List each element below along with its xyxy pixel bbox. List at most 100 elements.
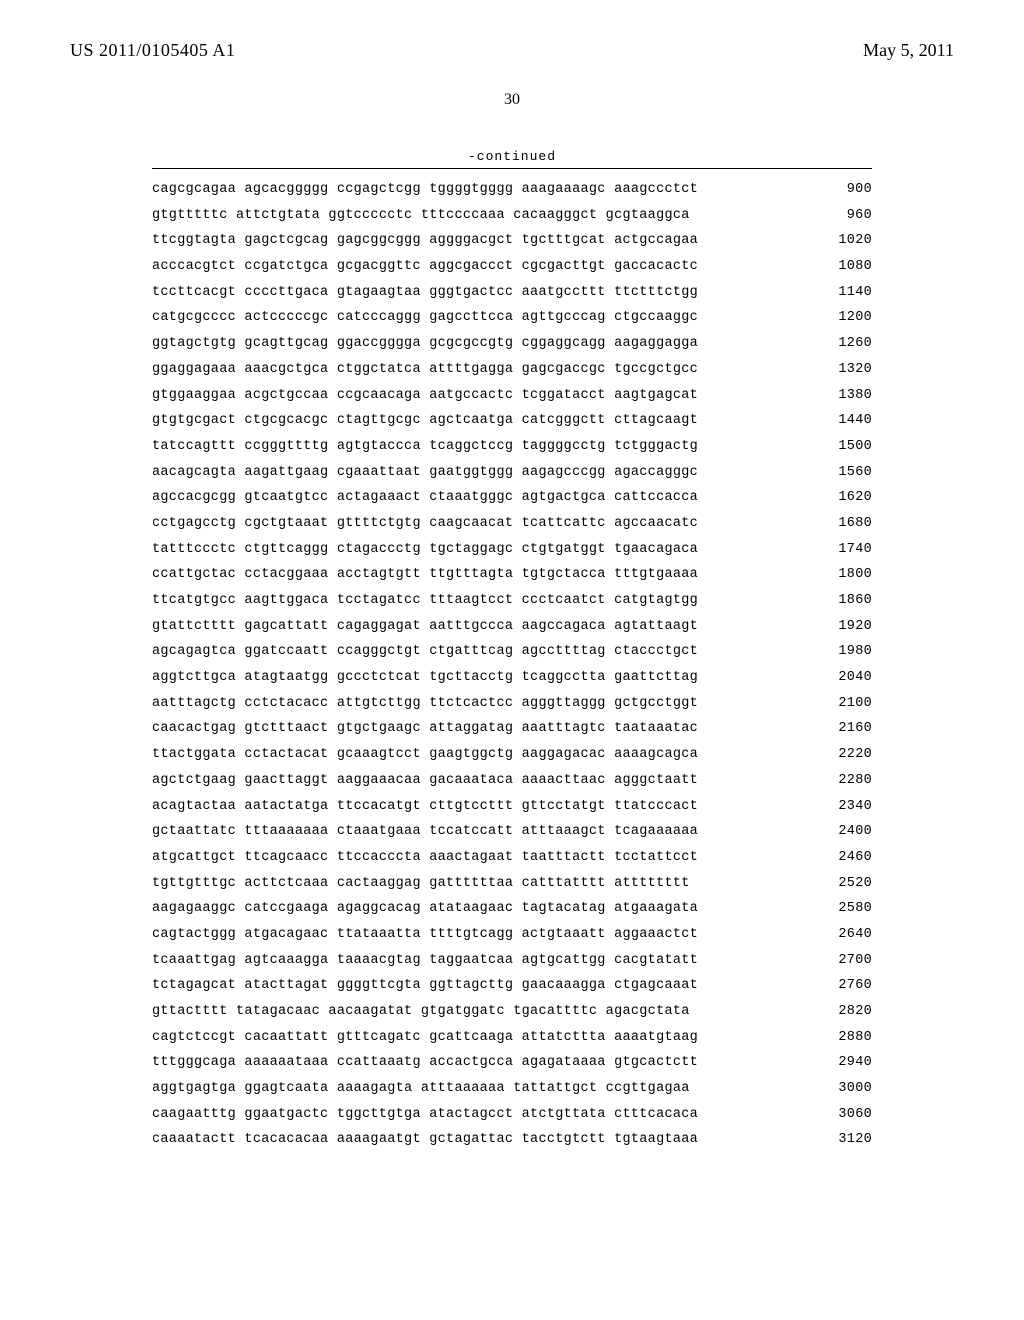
sequence-row: tttgggcaga aaaaaataaa ccattaaatg accactg… — [152, 1056, 872, 1070]
sequence-text: gtggaaggaa acgctgccaa ccgcaacaga aatgcca… — [152, 389, 698, 403]
sequence-position: 2040 — [802, 671, 872, 685]
sequence-text: tccttcacgt ccccttgaca gtagaagtaa gggtgac… — [152, 286, 698, 300]
sequence-text: ggtagctgtg gcagttgcag ggaccgggga gcgcgcc… — [152, 337, 698, 351]
sequence-row: ttcatgtgcc aagttggaca tcctagatcc tttaagt… — [152, 594, 872, 608]
sequence-text: aggtcttgca atagtaatgg gccctctcat tgcttac… — [152, 671, 698, 685]
sequence-position: 3120 — [802, 1133, 872, 1147]
sequence-text: aatttagctg cctctacacc attgtcttgg ttctcac… — [152, 697, 698, 711]
sequence-position: 2280 — [802, 774, 872, 788]
sequence-row: ggtagctgtg gcagttgcag ggaccgggga gcgcgcc… — [152, 337, 872, 351]
sequence-text: tatttccctc ctgttcaggg ctagaccctg tgctagg… — [152, 543, 698, 557]
sequence-row: catgcgcccc actcccccgc catcccaggg gagcctt… — [152, 311, 872, 325]
sequence-row: cagcgcagaa agcacggggg ccgagctcgg tggggtg… — [152, 183, 872, 197]
sequence-text: aacagcagta aagattgaag cgaaattaat gaatggt… — [152, 466, 698, 480]
sequence-listing: cagcgcagaa agcacggggg ccgagctcgg tggggtg… — [152, 168, 872, 1147]
sequence-position: 2520 — [802, 877, 872, 891]
sequence-text: tctagagcat atacttagat ggggttcgta ggttagc… — [152, 979, 698, 993]
sequence-position: 1200 — [802, 311, 872, 325]
sequence-position: 1740 — [802, 543, 872, 557]
sequence-text: catgcgcccc actcccccgc catcccaggg gagcctt… — [152, 311, 698, 325]
sequence-position: 1380 — [802, 389, 872, 403]
sequence-position: 1680 — [802, 517, 872, 531]
sequence-row: tctagagcat atacttagat ggggttcgta ggttagc… — [152, 979, 872, 993]
sequence-row: ttcggtagta gagctcgcag gagcggcggg aggggac… — [152, 234, 872, 248]
sequence-row: tcaaattgag agtcaaagga taaaacgtag taggaat… — [152, 954, 872, 968]
sequence-row: gtgtttttc attctgtata ggtccccctc tttcccca… — [152, 209, 872, 223]
page-header: US 2011/0105405 A1 May 5, 2011 — [70, 40, 954, 61]
sequence-text: aagagaaggc catccgaaga agaggcacag atataag… — [152, 902, 698, 916]
sequence-text: cagcgcagaa agcacggggg ccgagctcgg tggggtg… — [152, 183, 698, 197]
sequence-position: 3000 — [802, 1082, 872, 1096]
sequence-text: tttgggcaga aaaaaataaa ccattaaatg accactg… — [152, 1056, 698, 1070]
sequence-row: atgcattgct ttcagcaacc ttccacccta aaactag… — [152, 851, 872, 865]
sequence-text: ggaggagaaa aaacgctgca ctggctatca attttga… — [152, 363, 698, 377]
sequence-position: 1320 — [802, 363, 872, 377]
sequence-position: 2640 — [802, 928, 872, 942]
sequence-position: 1020 — [802, 234, 872, 248]
sequence-text: tcaaattgag agtcaaagga taaaacgtag taggaat… — [152, 954, 698, 968]
sequence-row: cagtctccgt cacaattatt gtttcagatc gcattca… — [152, 1031, 872, 1045]
sequence-position: 2820 — [802, 1005, 872, 1019]
sequence-position: 1920 — [802, 620, 872, 634]
sequence-position: 960 — [802, 209, 872, 223]
sequence-text: ttcatgtgcc aagttggaca tcctagatcc tttaagt… — [152, 594, 698, 608]
sequence-position: 1980 — [802, 645, 872, 659]
sequence-row: agctctgaag gaacttaggt aaggaaacaa gacaaat… — [152, 774, 872, 788]
sequence-position: 1500 — [802, 440, 872, 454]
sequence-position: 2940 — [802, 1056, 872, 1070]
sequence-position: 1080 — [802, 260, 872, 274]
sequence-text: acagtactaa aatactatga ttccacatgt cttgtcc… — [152, 800, 698, 814]
continued-label: -continued — [70, 149, 954, 164]
sequence-text: cagtctccgt cacaattatt gtttcagatc gcattca… — [152, 1031, 698, 1045]
sequence-row: gtattctttt gagcattatt cagaggagat aatttgc… — [152, 620, 872, 634]
sequence-row: caagaatttg ggaatgactc tggcttgtga atactag… — [152, 1108, 872, 1122]
sequence-row: ttactggata cctactacat gcaaagtcct gaagtgg… — [152, 748, 872, 762]
sequence-row: gttactttt tatagacaac aacaagatat gtgatgga… — [152, 1005, 872, 1019]
sequence-row: aatttagctg cctctacacc attgtcttgg ttctcac… — [152, 697, 872, 711]
sequence-row: agcagagtca ggatccaatt ccagggctgt ctgattt… — [152, 645, 872, 659]
sequence-position: 2220 — [802, 748, 872, 762]
sequence-row: cctgagcctg cgctgtaaat gttttctgtg caagcaa… — [152, 517, 872, 531]
sequence-text: acccacgtct ccgatctgca gcgacggttc aggcgac… — [152, 260, 698, 274]
sequence-position: 2880 — [802, 1031, 872, 1045]
sequence-text: ttcggtagta gagctcgcag gagcggcggg aggggac… — [152, 234, 698, 248]
sequence-row: aggtgagtga ggagtcaata aaaagagta atttaaaa… — [152, 1082, 872, 1096]
sequence-text: atgcattgct ttcagcaacc ttccacccta aaactag… — [152, 851, 698, 865]
sequence-position: 2700 — [802, 954, 872, 968]
sequence-text: caacactgag gtctttaact gtgctgaagc attagga… — [152, 722, 698, 736]
sequence-position: 2460 — [802, 851, 872, 865]
sequence-text: ttactggata cctactacat gcaaagtcct gaagtgg… — [152, 748, 698, 762]
sequence-text: gtgtttttc attctgtata ggtccccctc tttcccca… — [152, 209, 690, 223]
sequence-position: 2580 — [802, 902, 872, 916]
sequence-row: ccattgctac cctacggaaa acctagtgtt ttgttta… — [152, 568, 872, 582]
publication-number: US 2011/0105405 A1 — [70, 40, 235, 61]
sequence-row: gtggaaggaa acgctgccaa ccgcaacaga aatgcca… — [152, 389, 872, 403]
sequence-text: cagtactggg atgacagaac ttataaatta ttttgtc… — [152, 928, 698, 942]
sequence-row: aacagcagta aagattgaag cgaaattaat gaatggt… — [152, 466, 872, 480]
sequence-position: 900 — [802, 183, 872, 197]
sequence-position: 2340 — [802, 800, 872, 814]
page-number: 30 — [70, 91, 954, 109]
sequence-row: tgttgtttgc acttctcaaa cactaaggag gattttt… — [152, 877, 872, 891]
sequence-position: 3060 — [802, 1108, 872, 1122]
sequence-row: caaaatactt tcacacacaa aaaagaatgt gctagat… — [152, 1133, 872, 1147]
publication-date: May 5, 2011 — [863, 40, 954, 61]
sequence-text: tatccagttt ccgggttttg agtgtaccca tcaggct… — [152, 440, 698, 454]
sequence-text: gttactttt tatagacaac aacaagatat gtgatgga… — [152, 1005, 690, 1019]
sequence-position: 1800 — [802, 568, 872, 582]
sequence-text: caaaatactt tcacacacaa aaaagaatgt gctagat… — [152, 1133, 698, 1147]
sequence-row: gtgtgcgact ctgcgcacgc ctagttgcgc agctcaa… — [152, 414, 872, 428]
sequence-text: aggtgagtga ggagtcaata aaaagagta atttaaaa… — [152, 1082, 690, 1096]
sequence-row: aagagaaggc catccgaaga agaggcacag atataag… — [152, 902, 872, 916]
sequence-row: gctaattatc tttaaaaaaa ctaaatgaaa tccatcc… — [152, 825, 872, 839]
sequence-text: agccacgcgg gtcaatgtcc actagaaact ctaaatg… — [152, 491, 698, 505]
sequence-position: 1260 — [802, 337, 872, 351]
sequence-text: caagaatttg ggaatgactc tggcttgtga atactag… — [152, 1108, 698, 1122]
sequence-position: 1560 — [802, 466, 872, 480]
sequence-text: cctgagcctg cgctgtaaat gttttctgtg caagcaa… — [152, 517, 698, 531]
sequence-row: agccacgcgg gtcaatgtcc actagaaact ctaaatg… — [152, 491, 872, 505]
sequence-position: 2400 — [802, 825, 872, 839]
sequence-text: agctctgaag gaacttaggt aaggaaacaa gacaaat… — [152, 774, 698, 788]
sequence-row: tatccagttt ccgggttttg agtgtaccca tcaggct… — [152, 440, 872, 454]
sequence-row: caacactgag gtctttaact gtgctgaagc attagga… — [152, 722, 872, 736]
